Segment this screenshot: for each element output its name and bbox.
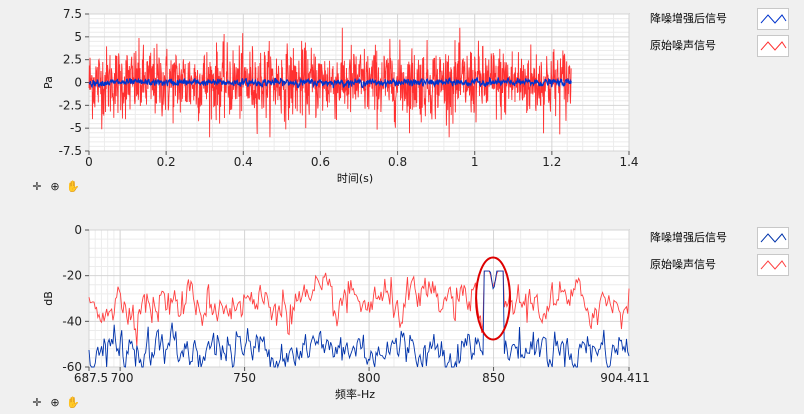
series-line-enhanced bbox=[88, 76, 572, 90]
y-tick-label: 7.5 bbox=[63, 7, 82, 21]
series-line-enhanced bbox=[88, 270, 630, 369]
grid bbox=[88, 229, 630, 368]
legend-swatch bbox=[757, 35, 789, 57]
legend-label: 降噪增强后信号 bbox=[650, 231, 727, 244]
x-tick-label: 800 bbox=[358, 371, 381, 385]
pan-hand-icon[interactable]: ✋ bbox=[66, 396, 80, 409]
tick-labels: 687.5 700 750 800 850 904.411 0 -20 -40 -60 bbox=[62, 223, 649, 385]
plot-area: 687.5 700 750 800 850 904.411 0 -20 -40 -60 频率-Hz d… bbox=[42, 223, 650, 401]
zoom-icon[interactable]: ⊕ bbox=[50, 396, 60, 409]
legend-label: 原始噪声信号 bbox=[650, 39, 716, 52]
y-tick-label: 2.5 bbox=[63, 53, 82, 67]
y-axis-label: dB bbox=[42, 291, 55, 306]
y-tick-label: -40 bbox=[62, 314, 82, 328]
x-tick-label: 0.6 bbox=[311, 155, 330, 169]
peak-highlight-ellipse bbox=[475, 256, 512, 341]
y-tick-label: -7.5 bbox=[59, 144, 82, 158]
y-tick-label: -2.5 bbox=[59, 98, 82, 112]
y-tick-label: -60 bbox=[62, 360, 82, 374]
zoom-icon[interactable]: ⊕ bbox=[50, 180, 60, 193]
legend-swatch bbox=[757, 8, 789, 30]
x-axis-label: 时间(s) bbox=[337, 172, 373, 185]
x-axis-label: 频率-Hz bbox=[335, 387, 375, 401]
y-tick-label: 5 bbox=[74, 30, 82, 44]
cursor-icon[interactable]: ✛ bbox=[32, 396, 42, 409]
y-tick-label: 0 bbox=[74, 76, 82, 90]
x-tick-label: 904.411 bbox=[600, 371, 650, 385]
legend-label: 原始噪声信号 bbox=[650, 258, 716, 271]
series-line-noisy bbox=[88, 270, 630, 347]
tick-labels: 0 0.2 0.4 0.6 0.8 1 1.2 1.4 7.5 5 2.5 0 -2.5 -5 -7.5 bbox=[59, 7, 639, 169]
x-tick-label: 1.4 bbox=[619, 155, 638, 169]
x-tick-label: 700 bbox=[111, 371, 134, 385]
x-tick-label: 850 bbox=[482, 371, 505, 385]
series-line-noisy bbox=[88, 27, 572, 138]
y-tick-label: -20 bbox=[62, 269, 82, 283]
x-tick-label: 687.5 bbox=[74, 371, 108, 385]
x-tick-label: 1.2 bbox=[542, 155, 561, 169]
x-tick-label: 0.8 bbox=[388, 155, 407, 169]
cursor-icon[interactable]: ✛ bbox=[32, 180, 42, 193]
x-tick-label: 0.4 bbox=[234, 155, 253, 169]
y-axis-label: Pa bbox=[42, 76, 55, 89]
x-tick-label: 0.2 bbox=[157, 155, 176, 169]
x-tick-label: 1 bbox=[471, 155, 479, 169]
pan-hand-icon[interactable]: ✋ bbox=[66, 180, 80, 193]
legend-swatch bbox=[757, 227, 789, 249]
legend-label: 降噪增强后信号 bbox=[650, 12, 727, 25]
y-tick-label: -5 bbox=[70, 121, 82, 135]
x-tick-label: 0 bbox=[85, 155, 93, 169]
x-tick-label: 750 bbox=[233, 371, 256, 385]
y-tick-label: 0 bbox=[74, 223, 82, 237]
plot-area: 0 0.2 0.4 0.6 0.8 1 1.2 1.4 7.5 5 2.5 0 -2.5 -5 -7.5 时间… bbox=[42, 7, 639, 185]
legend-swatch bbox=[757, 254, 789, 276]
